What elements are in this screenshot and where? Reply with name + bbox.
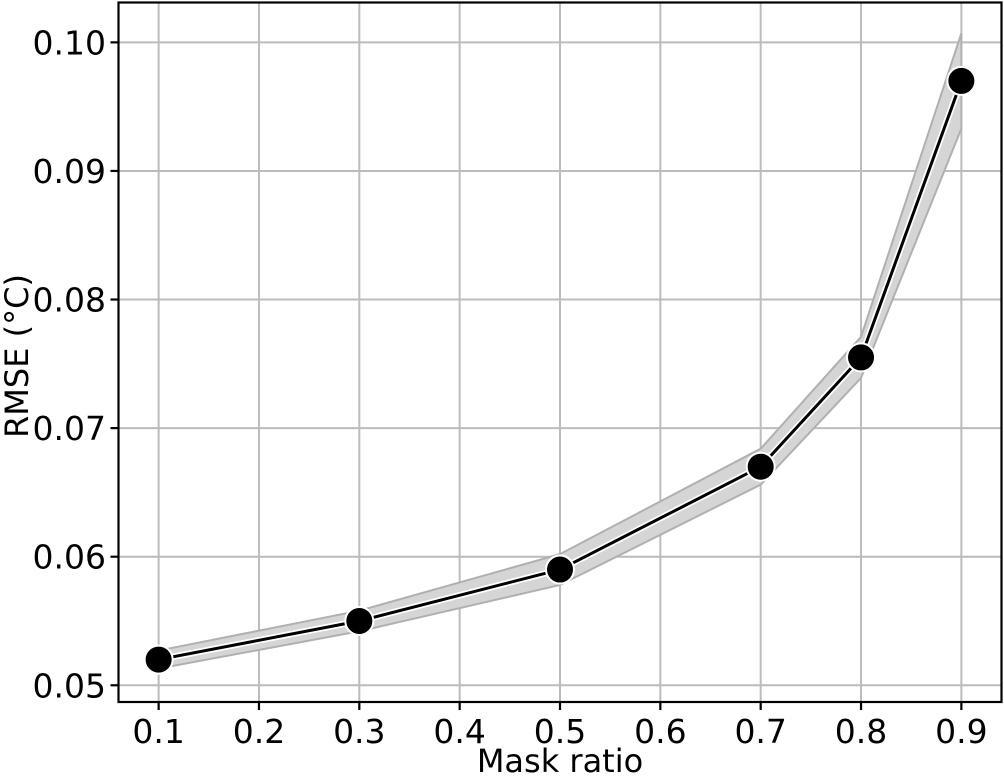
data-point-marker (745, 451, 776, 482)
axis-tick-marks (110, 41, 963, 710)
y-tick-label: 0.07 (33, 409, 106, 448)
y-tick-label: 0.08 (33, 281, 106, 320)
x-tick-label: 0.6 (634, 712, 686, 751)
x-tick-label: 0.5 (534, 712, 586, 751)
data-point-marker (946, 65, 977, 96)
x-tick-label: 0.3 (333, 712, 385, 751)
data-point-marker (545, 554, 575, 585)
y-tick-labels: 0.05 0.06 0.07 0.08 0.09 0.10 (33, 23, 106, 705)
y-tick-label: 0.10 (33, 23, 106, 62)
data-point-markers (143, 65, 977, 675)
y-tick-label: 0.06 (33, 538, 106, 577)
x-axis-label: Mask ratio (477, 742, 643, 776)
gridlines (118, 2, 1002, 702)
data-point-marker (846, 342, 877, 373)
y-axis-label: RMSE (°C) (0, 274, 36, 438)
data-point-marker (143, 644, 174, 675)
line-series (155, 77, 965, 663)
x-tick-label: 0.2 (233, 712, 285, 751)
data-point-marker (344, 605, 375, 636)
x-tick-labels: 0.1 0.2 0.3 0.4 0.5 0.6 0.7 0.8 0.9 (132, 712, 987, 751)
x-tick-label: 0.9 (935, 712, 987, 751)
x-tick-label: 0.8 (835, 712, 887, 751)
x-tick-label: 0.7 (734, 712, 786, 751)
x-tick-label: 0.4 (433, 712, 485, 751)
y-tick-label: 0.05 (33, 666, 106, 705)
x-tick-label: 0.1 (132, 712, 184, 751)
rmse-line (157, 79, 963, 662)
y-tick-label: 0.09 (33, 152, 106, 191)
